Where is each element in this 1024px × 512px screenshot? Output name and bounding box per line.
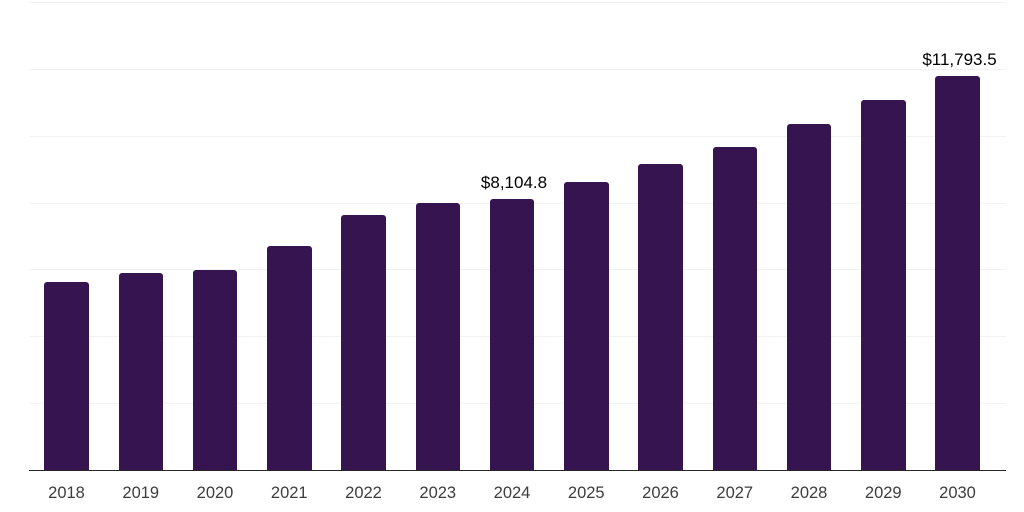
x-tick-label-2028: 2028 bbox=[790, 484, 828, 502]
x-axis-line bbox=[29, 469, 1006, 471]
bar-2021[interactable] bbox=[267, 246, 312, 470]
bar-2024[interactable] bbox=[489, 199, 535, 470]
data-label-2030: $11,793.5 bbox=[922, 49, 997, 69]
x-tick-label-2027: 2027 bbox=[716, 484, 754, 502]
bar-2022[interactable] bbox=[341, 215, 386, 470]
bar-2027[interactable] bbox=[712, 147, 757, 470]
x-tick-label-2026: 2026 bbox=[642, 484, 679, 502]
bar-2028[interactable] bbox=[786, 124, 832, 470]
bar-2020[interactable] bbox=[192, 270, 238, 470]
bar-2026[interactable] bbox=[638, 164, 683, 470]
bar-2030[interactable] bbox=[935, 75, 980, 470]
x-tick-label-2025: 2025 bbox=[567, 484, 605, 502]
x-tick-label-2018: 2018 bbox=[48, 484, 85, 502]
x-tick-label-2024: 2024 bbox=[493, 484, 531, 502]
x-tick-label-2030: 2030 bbox=[939, 484, 976, 502]
bar-2018[interactable] bbox=[44, 282, 89, 470]
bar-2019[interactable] bbox=[118, 273, 163, 470]
x-tick-label-2022: 2022 bbox=[345, 484, 382, 502]
x-tick-label-2023: 2023 bbox=[419, 484, 457, 502]
x-tick-label-2029: 2029 bbox=[864, 484, 902, 502]
bar-2029[interactable] bbox=[861, 99, 906, 470]
gridline bbox=[29, 2, 1006, 3]
bar-2025[interactable] bbox=[564, 182, 609, 470]
gridline bbox=[29, 68, 1006, 70]
x-tick-label-2019: 2019 bbox=[122, 484, 160, 502]
gridline bbox=[29, 135, 1006, 137]
x-tick-label-2021: 2021 bbox=[270, 484, 308, 502]
x-tick-label-2020: 2020 bbox=[196, 484, 234, 502]
bar-2023[interactable] bbox=[415, 202, 460, 470]
data-label-2024: $8,104.8 bbox=[480, 173, 548, 193]
